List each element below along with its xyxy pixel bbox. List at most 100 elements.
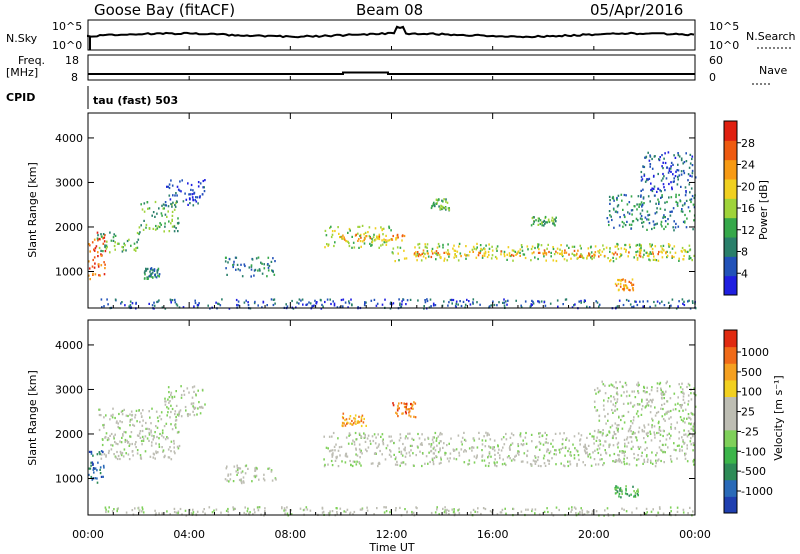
power-cell [154,273,156,277]
velocity-cell [123,408,125,411]
power-cell [154,215,156,218]
power-cell [153,301,155,304]
velocity-cell [616,429,619,432]
velocity-cell [452,448,455,451]
power-cell [692,228,694,231]
power-cell [102,250,104,253]
velocity-cell [373,513,375,516]
velocity-cell [540,465,542,468]
power-cell [643,202,645,205]
velocity-cell [360,416,363,419]
velocity-cell [286,512,289,515]
velocity-cell [404,463,407,466]
power-cell [391,238,394,241]
velocity-cell [517,450,519,453]
power-cell [198,302,200,305]
velocity-cell [96,481,99,484]
velocity-cell [463,431,465,434]
power-cell [435,258,437,261]
velocity-cell [156,435,158,439]
power-cell [313,304,315,307]
velocity-cell [636,410,639,413]
power-cell [637,195,640,198]
power-cell [432,203,435,206]
velocity-cell [603,408,605,411]
velocity-cell [118,412,120,416]
power-cell [452,298,455,302]
velocity-cell [141,506,144,509]
velocity-cell [355,448,357,451]
power-cell [553,218,555,221]
power-cell [623,222,625,225]
velocity-cell [687,416,690,419]
velocity-cell [358,415,360,418]
velocity-cell [290,513,293,516]
power-cell [626,203,629,206]
power-cell [660,190,662,193]
velocity-cell [324,463,326,466]
power-cell [609,258,612,262]
velocity-cell [676,510,679,513]
velocity-cell [381,453,383,456]
velocity-cell [653,431,655,434]
velocity-cell [193,407,196,410]
power-cell [365,235,368,238]
velocity-cell [427,436,429,439]
velocity-cell [432,436,435,439]
power-cell [495,247,498,250]
velocity-cell [395,411,397,414]
power-cell [496,257,498,260]
velocity-cell [617,459,620,462]
velocity-cell [505,438,508,441]
velocity-cell [193,390,195,393]
power-cell [650,245,653,248]
velocity-cell [175,416,177,419]
velocity-cell [522,460,524,463]
power-cell [331,230,334,233]
velocity-cell [192,508,194,511]
velocity-cell [585,447,587,450]
velocity-cell [631,432,634,435]
velocity-panel-frame [87,319,696,516]
velocity-cell [670,460,673,463]
velocity-cell [410,402,412,406]
velocity-cell [141,435,144,438]
velocity-cell [634,432,636,435]
velocity-cell [457,434,460,437]
velocity-cell [254,476,257,479]
power-cell [462,300,465,303]
power-cell [597,250,599,253]
velocity-cell [348,417,351,420]
power-cell [639,203,642,206]
velocity-cell [531,508,534,511]
velocity-cell [108,506,110,509]
velocity-cell [178,444,181,448]
power-y-tick-label: 2000 [55,221,83,234]
power-colorbar-swatch [724,237,737,257]
velocity-cell [134,413,137,417]
power-cell [401,300,403,303]
power-cell [195,196,197,199]
velocity-cell [105,455,107,458]
power-cell [146,277,149,280]
velocity-cell [519,432,522,435]
velocity-cell [673,392,676,395]
power-cell [622,225,624,228]
velocity-cell [626,445,628,448]
power-cell [609,250,611,253]
velocity-cell [555,453,557,456]
velocity-cell [226,479,228,482]
power-cell [153,268,156,271]
velocity-cell [655,459,657,462]
power-cell [647,214,649,217]
power-cell [677,175,679,178]
power-cell [691,300,694,303]
power-cell [689,153,692,156]
velocity-cell [382,438,384,441]
velocity-cell [680,406,683,409]
velocity-cell [309,509,312,512]
velocity-cell [170,423,172,426]
power-cell [444,207,446,210]
power-cell [675,200,677,203]
power-cell [652,187,655,190]
